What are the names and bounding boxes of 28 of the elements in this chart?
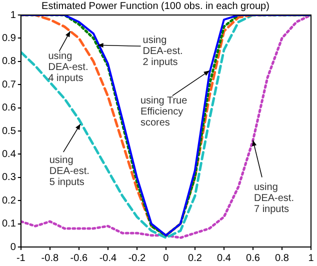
x-tick-label: 0.4 [217, 252, 232, 264]
y-tick-label: 0.5 [2, 126, 16, 137]
y-tick-label: 1 [10, 10, 16, 21]
x-tick-label: -0.8 [41, 252, 59, 264]
y-tick-label: 0.7 [2, 79, 16, 90]
x-tick-label: 0.6 [246, 252, 260, 264]
y-tick-label: 0.1 [2, 218, 16, 230]
y-tick-label: 0.4 [2, 148, 16, 160]
y-tick-label: 0.8 [2, 56, 16, 68]
annotation: using DEA-est. 4 inputs [48, 50, 88, 84]
annotation: using DEA-est. 2 inputs [142, 34, 183, 68]
x-tick-label: -0.6 [70, 252, 88, 264]
x-tick-label: 1 [308, 252, 314, 264]
x-tick-label: 0 [163, 252, 170, 264]
y-tick-label: 0.2 [2, 195, 16, 206]
x-tick-label: 0.8 [275, 252, 290, 264]
x-tick-label: -1 [16, 252, 26, 264]
y-tick-label: 0.9 [2, 32, 16, 44]
x-tick-label: -0.4 [99, 252, 117, 264]
y-tick-label: 0.6 [2, 102, 16, 114]
annotation: using True Efficiency scores [140, 95, 188, 128]
y-tick-label: 0 [10, 242, 16, 253]
annotation: using DEA-est. 7 inputs [254, 182, 294, 216]
y-tick-label: 0.3 [2, 172, 16, 184]
annotation: using DEA-est. 5 inputs [49, 154, 90, 188]
x-tick-label: -0.2 [128, 252, 146, 264]
chart-title: Estimated Power Function (100 obs. in each group) [42, 0, 270, 12]
x-tick-label: 0.2 [188, 252, 202, 264]
